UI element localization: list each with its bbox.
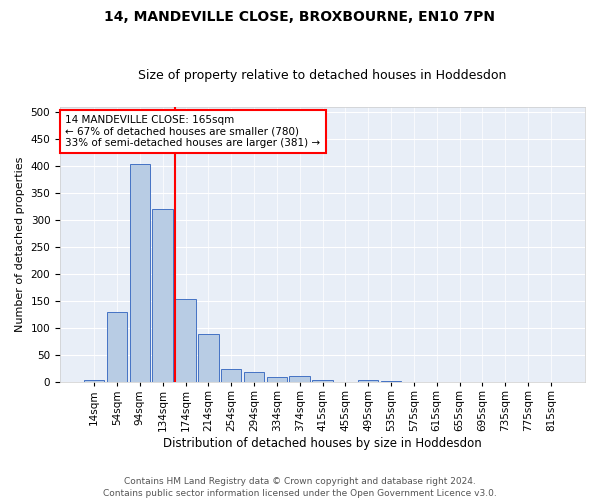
Text: Contains HM Land Registry data © Crown copyright and database right 2024.
Contai: Contains HM Land Registry data © Crown c… xyxy=(103,476,497,498)
Bar xyxy=(175,298,196,382)
Bar xyxy=(198,334,218,382)
Title: Size of property relative to detached houses in Hoddesdon: Size of property relative to detached ho… xyxy=(139,69,507,82)
Text: 14, MANDEVILLE CLOSE, BROXBOURNE, EN10 7PN: 14, MANDEVILLE CLOSE, BROXBOURNE, EN10 7… xyxy=(104,10,496,24)
Bar xyxy=(152,210,173,382)
Bar xyxy=(289,376,310,382)
Bar xyxy=(221,369,241,382)
Text: 14 MANDEVILLE CLOSE: 165sqm
← 67% of detached houses are smaller (780)
33% of se: 14 MANDEVILLE CLOSE: 165sqm ← 67% of det… xyxy=(65,115,320,148)
Y-axis label: Number of detached properties: Number of detached properties xyxy=(15,157,25,332)
Bar xyxy=(130,164,150,382)
Bar xyxy=(312,380,333,382)
X-axis label: Distribution of detached houses by size in Hoddesdon: Distribution of detached houses by size … xyxy=(163,437,482,450)
Bar xyxy=(244,372,264,382)
Bar xyxy=(266,377,287,382)
Bar xyxy=(84,380,104,382)
Bar xyxy=(358,380,379,382)
Bar xyxy=(107,312,127,382)
